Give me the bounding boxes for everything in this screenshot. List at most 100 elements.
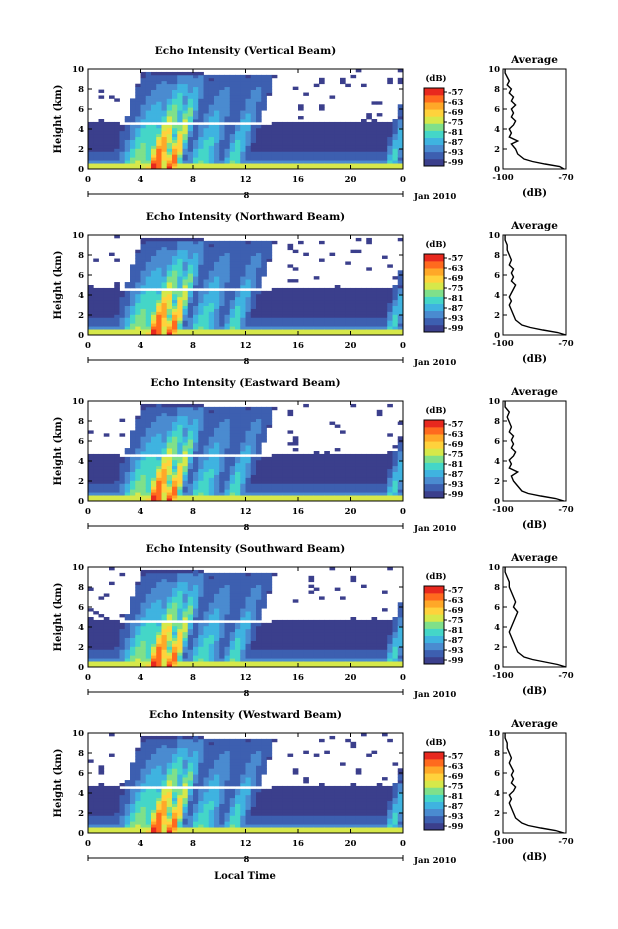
heatmap-cell (392, 311, 399, 315)
heatmap-cell (182, 628, 189, 633)
colorbar-label: -99 (448, 324, 463, 334)
heatmap-cell (319, 483, 325, 487)
heatmap-cell (119, 160, 126, 164)
heatmap-cell (172, 276, 178, 280)
heatmap-cell (292, 139, 299, 143)
heatmap-cell (261, 104, 267, 108)
heatmap-cell (345, 329, 351, 333)
heatmap-cell (271, 486, 278, 490)
heatmap-cell (177, 631, 183, 636)
heatmap-cell (282, 483, 288, 487)
heatmap-cell (282, 145, 288, 149)
heatmap-cell (324, 314, 330, 318)
heatmap-cell (198, 293, 204, 298)
heatmap-cell (250, 136, 257, 140)
heatmap-cell (235, 124, 241, 129)
heatmap-cell (376, 495, 383, 499)
heatmap-cell (93, 160, 99, 164)
heatmap-cell (140, 127, 147, 132)
heatmap-cell (392, 471, 399, 475)
heatmap-cell (313, 148, 320, 152)
heatmap-cell (203, 285, 210, 289)
heatmap-cell (119, 293, 126, 298)
heatmap-cell (177, 614, 183, 618)
heatmap-cell (130, 637, 136, 641)
heatmap-cell (313, 151, 320, 155)
heatmap-cell (345, 332, 351, 336)
heatmap-cell (177, 237, 183, 242)
heatmap-cell (376, 145, 383, 149)
heatmap-cell (392, 329, 399, 333)
heatmap-cell (329, 293, 336, 298)
heatmap-cell (187, 587, 194, 591)
heatmap-cell (397, 308, 404, 312)
heatmap-cell (256, 145, 262, 149)
heatmap-cell (319, 124, 325, 129)
heatmap-cell (166, 436, 173, 440)
heatmap-cell (361, 287, 367, 292)
heatmap-cell (151, 285, 157, 289)
heatmap-cell (156, 631, 162, 636)
heatmap-cell (245, 406, 252, 411)
heatmap-cell (345, 465, 351, 470)
colorbar-frame (423, 87, 445, 167)
heatmap-cell (229, 261, 236, 265)
heatmap-cell (172, 98, 178, 102)
average-y-tick-label: 0 (494, 497, 500, 507)
heatmap-cell (124, 492, 131, 496)
heatmap-cell (140, 445, 147, 449)
x-tick-label: 4 (138, 175, 144, 185)
heatmap-cell (145, 421, 152, 425)
heatmap-cell (135, 424, 141, 428)
heatmap-cell (229, 314, 236, 318)
heatmap-cell (214, 249, 220, 254)
heatmap-cell (303, 332, 309, 336)
heatmap-cell (219, 133, 225, 138)
heatmap-cell (355, 160, 362, 164)
heatmap-cell (266, 157, 273, 161)
heatmap-cell (313, 157, 320, 161)
heatmap-cell (208, 261, 215, 265)
heatmap-cell (224, 95, 231, 99)
heatmap-cell (208, 282, 215, 286)
heatmap-cell (256, 445, 262, 449)
heatmap-cell (182, 104, 189, 108)
heatmap-cell (109, 634, 115, 638)
heatmap-cell (135, 445, 141, 449)
heatmap-cell (124, 456, 131, 461)
heatmap-cell (145, 127, 152, 132)
heatmap-cell (98, 655, 105, 659)
heatmap-cell (151, 474, 157, 478)
heatmap-cell (303, 462, 309, 467)
heatmap-cell (166, 664, 173, 668)
heatmap-cell (340, 154, 346, 158)
heatmap-cell (256, 489, 262, 493)
heatmap-cell (151, 430, 157, 434)
heatmap-cell (240, 308, 246, 312)
heatmap-cell (166, 92, 173, 96)
heatmap-cell (298, 163, 304, 167)
heatmap-cell (145, 160, 152, 164)
heatmap-cell (229, 246, 236, 251)
heatmap-cell (182, 305, 189, 309)
heatmap-cell (203, 439, 210, 443)
heatmap-cell (130, 139, 136, 143)
heatmap-cell (98, 130, 105, 135)
heatmap-cell (298, 104, 304, 108)
heatmap-cell (130, 302, 136, 306)
heatmap-cell (140, 317, 147, 321)
heatmap-cell (140, 602, 147, 606)
heatmap-cell (371, 166, 378, 170)
heatmap-cell (166, 646, 173, 650)
heatmap-cell (177, 415, 183, 420)
heatmap-cell (119, 166, 126, 170)
heatmap-cell (187, 311, 194, 315)
heatmap-cell (130, 471, 136, 475)
heatmap-cell (182, 98, 189, 102)
heatmap-cell (235, 305, 241, 309)
heatmap-cell (187, 110, 194, 114)
heatmap-cell (208, 136, 215, 140)
heatmap-cell (156, 569, 162, 574)
heatmap-cell (98, 637, 105, 641)
heatmap-cell (193, 430, 199, 434)
